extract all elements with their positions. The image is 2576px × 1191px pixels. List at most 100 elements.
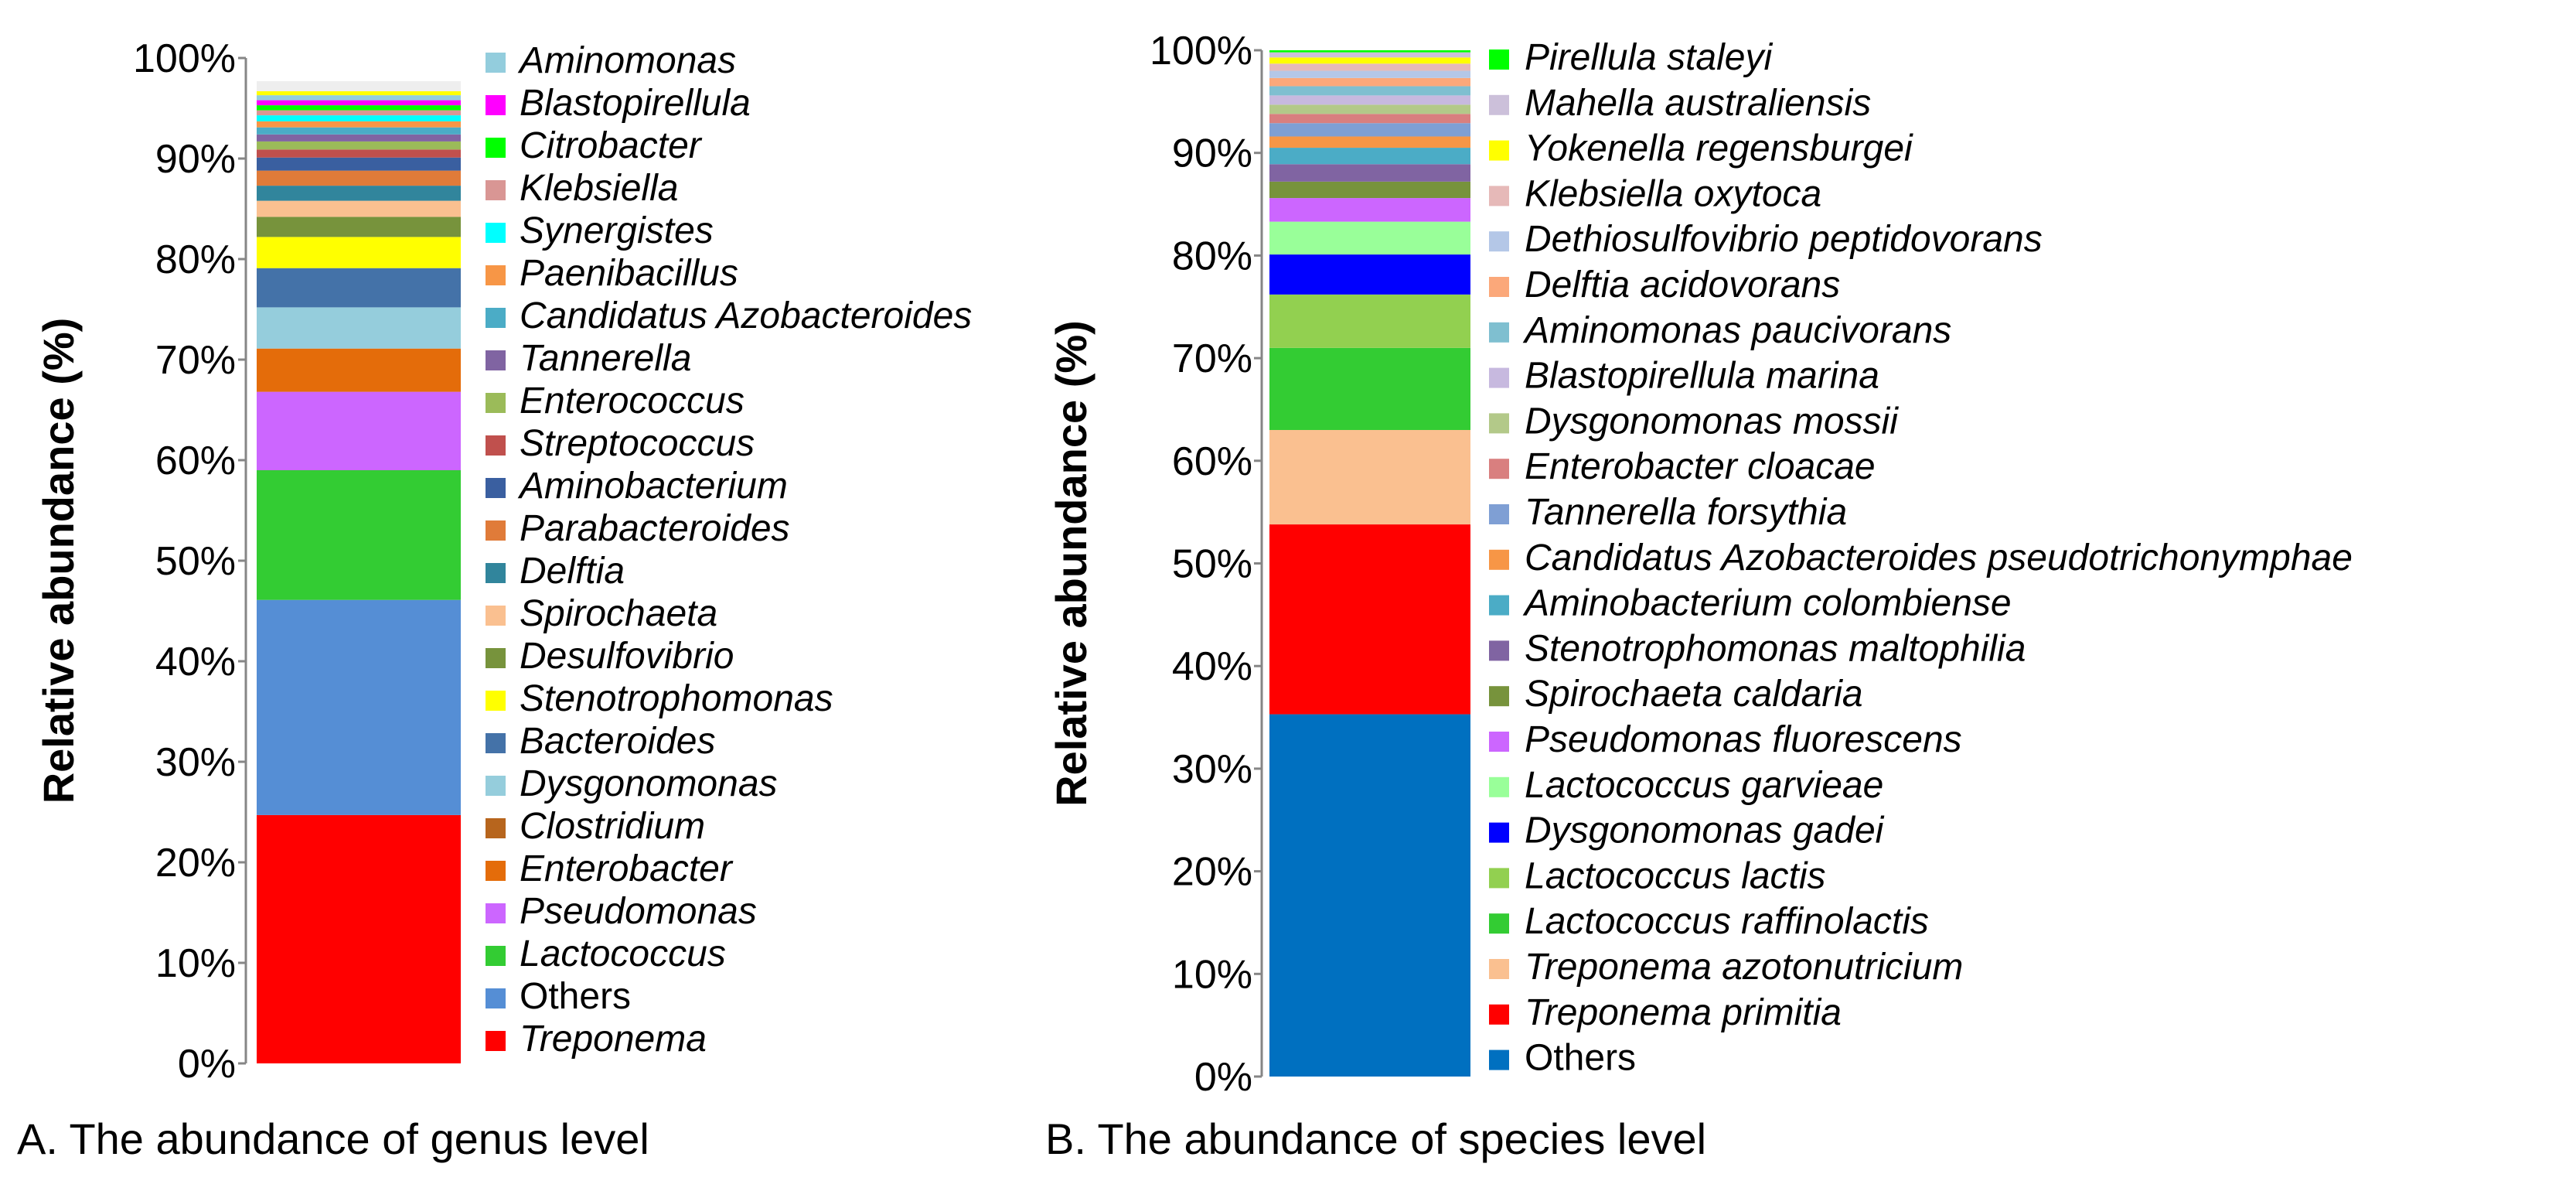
bar-segment-others	[1269, 714, 1470, 1077]
legend-label: Mahella australiensis	[1525, 83, 1871, 124]
y-tick-label: 60%	[1172, 439, 1252, 484]
legend-swatch	[1489, 686, 1509, 707]
y-tick-label: 30%	[1172, 747, 1252, 792]
legend-swatch	[486, 988, 506, 1008]
bar-segment-treponema	[257, 814, 461, 1063]
chart-genus: 0% 10% 20% 30% 40% 50% 60% 70% 80% 90% 100% Relativ…	[17, 36, 972, 1163]
legend-label: Lactococcus lactis	[1525, 855, 1826, 896]
legend-label: Enterobacter cloacae	[1525, 446, 1876, 487]
y-tick-label: 10%	[1172, 952, 1252, 997]
legend-label: Desulfovibrio	[520, 636, 734, 677]
y-tick-label: 50%	[155, 539, 236, 584]
chart-caption: B. The abundance of species level	[1045, 1114, 1706, 1163]
y-tick-label: 100%	[133, 36, 236, 81]
bar-segment-stenotrophomonas-maltophilia	[1269, 164, 1470, 182]
legend-swatch	[486, 818, 506, 838]
legend-swatch	[486, 1031, 506, 1051]
y-tick-label: 0%	[178, 1042, 236, 1087]
y-tick-label: 40%	[1172, 644, 1252, 689]
bar-segment-aminomonas-paucivorans	[1269, 86, 1470, 96]
legend-swatch	[486, 691, 506, 711]
legend-label: Synergistes	[520, 210, 714, 251]
bar-segment-tannerella	[257, 134, 461, 142]
legend-label: Citrobacter	[520, 125, 703, 166]
bar-segment-dysgonomonas	[257, 307, 461, 349]
legend-label: Lactococcus raffinolactis	[1525, 901, 1929, 942]
y-tick-label: 60%	[155, 439, 236, 483]
bar-segment-mahella-australiensis	[1269, 52, 1470, 58]
bar-segment-klebsiella	[257, 110, 461, 116]
bar-segment-treponema-primitia	[1269, 524, 1470, 715]
legend-swatch	[486, 903, 506, 923]
legend-swatch	[486, 393, 506, 413]
legend-label: Tannerella	[520, 338, 691, 379]
legend-swatch	[486, 563, 506, 583]
y-tick-label: 90%	[155, 137, 236, 182]
legend-label: Bacteroides	[520, 721, 715, 762]
legend-label: Aminomonas paucivorans	[1522, 310, 1951, 351]
bar-segment-delftia	[257, 186, 461, 201]
y-tick-label: 0%	[1194, 1055, 1252, 1100]
legend-swatch	[486, 223, 506, 243]
legend-swatch	[486, 733, 506, 753]
y-tick-label: 40%	[155, 640, 236, 684]
legend-swatch	[486, 946, 506, 966]
legend-swatch	[1489, 504, 1509, 524]
legend-swatch	[486, 861, 506, 881]
legend-label: Spirochaeta	[520, 593, 717, 634]
bar-segment-unlabeled-24	[257, 90, 461, 96]
legend-label: Blastopirellula	[520, 83, 751, 124]
legend-swatch	[486, 776, 506, 796]
y-axis-label: Relative abundance (%)	[34, 318, 83, 804]
legend-swatch	[1489, 822, 1509, 843]
y-tick-label: 20%	[155, 841, 236, 886]
bar-segment-pirellula-staleyi	[1269, 50, 1470, 53]
legend-label: Pseudomonas	[520, 891, 757, 932]
y-tick-label: 10%	[155, 941, 236, 986]
legend-label: Delftia	[520, 551, 625, 592]
legend-swatch	[1489, 94, 1509, 115]
legend-swatch	[1489, 595, 1509, 616]
bar-segment-spirochaeta	[257, 200, 461, 217]
legend-swatch	[486, 648, 506, 668]
legend-label: Dysgonomonas	[520, 763, 778, 804]
bar-segment-dethiosulfovibrio-peptidovorans	[1269, 70, 1470, 78]
legend-swatch	[1489, 1004, 1509, 1025]
legend-swatch	[1489, 186, 1509, 206]
legend-label: Delftia acidovorans	[1525, 264, 1840, 305]
legend-swatch	[486, 265, 506, 285]
legend-label: Yokenella regensburgei	[1525, 128, 1913, 169]
bar-segment-bacteroides	[257, 268, 461, 308]
bar-segment-pseudomonas-fluorescens	[1269, 198, 1470, 222]
legend-label: Tannerella forsythia	[1525, 492, 1847, 533]
bar-segment-candidatus-azobacteroides	[257, 127, 461, 135]
bar-segment-klebsiella-oxytoca	[1269, 63, 1470, 71]
legend-swatch	[486, 606, 506, 626]
bar-segment-enterobacter	[257, 348, 461, 392]
legend-label: Treponema primitia	[1525, 992, 1842, 1033]
legend-label: Candidatus Azobacteroides pseudotrichony…	[1525, 537, 2353, 578]
legend-swatch	[1489, 413, 1509, 434]
bar-segment-enterococcus	[257, 141, 461, 150]
bar-segment-others	[257, 599, 461, 815]
legend-label: Dethiosulfovibrio peptidovorans	[1525, 219, 2043, 260]
bar-segment-tannerella-forsythia	[1269, 123, 1470, 137]
legend-swatch	[1489, 868, 1509, 889]
legend-label: Others	[1525, 1038, 1636, 1079]
legend-swatch	[1489, 1049, 1509, 1070]
y-tick-label: 30%	[155, 740, 236, 785]
y-tick-label: 80%	[155, 237, 236, 282]
legend-swatch	[1489, 140, 1509, 161]
legend-label: Enterobacter	[520, 848, 734, 889]
legend-label: Parabacteroides	[520, 508, 790, 549]
legend-label: Pseudomonas fluorescens	[1525, 719, 1962, 760]
legend-swatch	[1489, 640, 1509, 661]
y-tick-label: 70%	[1172, 336, 1252, 381]
bar-segment-pseudomonas	[257, 391, 461, 470]
legend-label: Stenotrophomonas	[520, 678, 833, 719]
bar-segment-treponema-azotonutricium	[1269, 429, 1470, 525]
bar-segment-aminobacterium-colombiense	[1269, 148, 1470, 165]
bar-segment-lactococcus-raffinolactis	[1269, 347, 1470, 430]
bar-segment-synergistes	[257, 115, 461, 121]
